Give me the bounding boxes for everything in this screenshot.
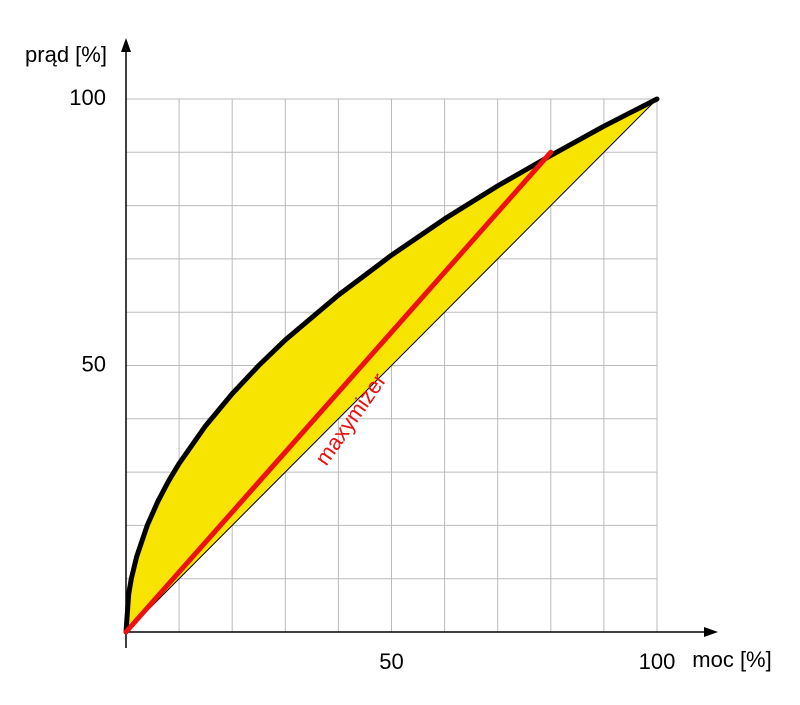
line: [123, 96, 660, 635]
y-tick-label: 100: [69, 85, 106, 110]
x-tick-label: 50: [379, 649, 403, 674]
y-axis-label: prąd [%]: [25, 42, 107, 67]
x-axis-label: moc [%]: [692, 647, 771, 672]
y-tick-label: 50: [82, 351, 106, 376]
y-axis-arrow: [121, 38, 131, 52]
x-axis-arrow: [704, 627, 718, 637]
line: [125, 98, 658, 633]
line: [123, 149, 554, 635]
x-tick-label: 100: [639, 649, 676, 674]
